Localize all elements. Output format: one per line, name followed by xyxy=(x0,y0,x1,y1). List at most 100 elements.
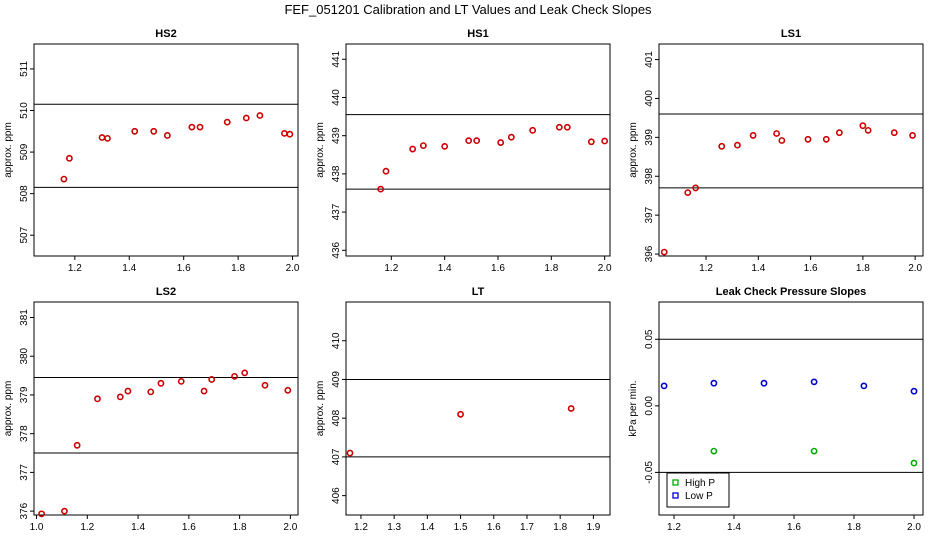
plot-frame xyxy=(658,43,924,257)
data-point-values xyxy=(286,130,294,138)
data-point-values xyxy=(601,137,609,145)
y-axis-label: kPa per min. xyxy=(628,380,639,436)
x-tick-label: 1.4 xyxy=(727,522,741,533)
y-axis-label: approx. ppm xyxy=(315,381,326,437)
data-point-values xyxy=(280,129,288,137)
page-title: FEF_051201 Calibration and LT Values and… xyxy=(284,2,652,17)
y-tick-label: 398 xyxy=(644,167,655,184)
y-tick-label: 507 xyxy=(19,226,30,243)
x-tick-label: 1.0 xyxy=(30,522,44,533)
panel-title: LT xyxy=(472,286,485,298)
data-point-values xyxy=(409,145,417,153)
data-point-values xyxy=(441,142,449,150)
data-point-values xyxy=(864,126,872,134)
y-tick-label: 437 xyxy=(331,203,342,220)
data-point-values xyxy=(131,127,139,135)
y-tick-label: 396 xyxy=(644,245,655,262)
x-tick-label: 2.0 xyxy=(598,263,612,274)
panel-hs1: HS1 approx. ppm 1.2 1.4 1.6 1.8 2.0 436 437 438 43… xyxy=(315,28,612,274)
data-point-values xyxy=(104,134,111,142)
panel-hs2: HS2 approx. ppm 1.2 1.4 1.6 1.8 2.0 507 508 509 51… xyxy=(3,28,300,274)
x-tick-label: 1.8 xyxy=(233,522,247,533)
x-tick-label: 1.7 xyxy=(520,522,534,533)
panel-title: LS2 xyxy=(156,286,176,298)
y-tick-label: 401 xyxy=(644,51,655,68)
x-tick-label: 1.4 xyxy=(122,263,136,274)
data-point-values xyxy=(241,369,249,377)
y-tick-label: 509 xyxy=(19,143,30,160)
panel-title: HS1 xyxy=(467,28,488,40)
data-point-values xyxy=(835,129,843,137)
data-point-values xyxy=(555,123,563,131)
panel-title: HS2 xyxy=(155,28,176,40)
x-tick-label: 2.0 xyxy=(908,263,922,274)
data-point-values xyxy=(65,154,73,162)
data-point-values xyxy=(749,132,757,139)
y-tick-label: 376 xyxy=(19,502,30,519)
x-tick-label: 1.2 xyxy=(80,522,94,533)
data-point-values xyxy=(377,185,385,193)
data-point-low-p xyxy=(860,382,868,390)
data-point-values xyxy=(718,142,726,150)
panel-leak-check-pressure-slopes: Leak Check Pressure Slopes kPa per min. 1.… xyxy=(628,286,924,533)
x-tick-label: 1.2 xyxy=(699,263,713,274)
data-point-values xyxy=(778,137,786,144)
plot-frame xyxy=(33,43,299,257)
data-point-values xyxy=(473,137,481,145)
x-tick-label: 1.4 xyxy=(751,263,765,274)
data-point-values xyxy=(147,388,155,396)
data-point-values xyxy=(890,129,898,137)
x-tick-label: 1.8 xyxy=(231,263,245,274)
data-point-values xyxy=(465,137,473,145)
x-tick-label: 1.8 xyxy=(856,263,870,274)
y-tick-label: 377 xyxy=(19,464,30,481)
legend-marker-low-p xyxy=(672,492,679,499)
y-axis-label: approx. ppm xyxy=(3,381,14,437)
y-tick-label: 379 xyxy=(19,386,30,403)
panel-ls2: LS2 approx. ppm 1.0 1.2 1.4 1.6 1.8 2.0 376 377 37… xyxy=(3,286,299,533)
data-point-values xyxy=(909,132,916,139)
y-tick-label: 381 xyxy=(19,309,30,326)
data-point-values xyxy=(660,248,668,256)
data-point-values xyxy=(200,387,208,395)
y-tick-label: 408 xyxy=(331,409,342,426)
data-point-values xyxy=(507,133,515,141)
data-point-low-p xyxy=(910,387,918,395)
legend-entry-high-p: High P xyxy=(685,478,715,489)
legend-marker-high-p xyxy=(672,479,679,486)
data-point-low-p xyxy=(710,379,718,387)
x-tick-label: 1.3 xyxy=(387,522,401,533)
y-tick-label: 399 xyxy=(644,129,655,146)
panel-title: Leak Check Pressure Slopes xyxy=(716,286,866,298)
x-tick-label: 1.8 xyxy=(544,263,558,274)
data-point-values xyxy=(734,141,741,149)
data-point-values xyxy=(163,132,171,139)
x-tick-label: 1.6 xyxy=(487,522,501,533)
data-point-values xyxy=(419,142,427,150)
x-tick-label: 1.4 xyxy=(420,522,434,533)
x-tick-label: 1.8 xyxy=(553,522,567,533)
y-tick-label: 441 xyxy=(331,50,342,67)
y-tick-label: 436 xyxy=(331,241,342,258)
data-point-values xyxy=(382,167,390,175)
data-point-values xyxy=(804,135,812,143)
data-point-values xyxy=(529,126,537,134)
data-point-values xyxy=(242,114,250,122)
x-tick-label: 2.0 xyxy=(283,522,297,533)
y-tick-label: 439 xyxy=(331,127,342,144)
x-tick-label: 1.6 xyxy=(491,263,505,274)
data-point-values xyxy=(859,122,867,130)
y-tick-label: 410 xyxy=(331,332,342,349)
data-point-values xyxy=(61,507,68,515)
data-point-low-p xyxy=(760,379,768,387)
y-axis-label: approx. ppm xyxy=(3,122,14,178)
data-point-low-p xyxy=(810,378,818,386)
data-point-values xyxy=(497,139,505,146)
x-tick-label: 1.4 xyxy=(131,522,145,533)
x-tick-label: 1.2 xyxy=(384,263,398,274)
y-tick-label: 511 xyxy=(19,61,30,77)
y-axis-label: approx. ppm xyxy=(628,122,639,178)
plot-frame xyxy=(345,301,611,516)
panel-lt: LT approx. ppm 1.2 1.3 1.4 1.5 1.6 1.7 1.8 1.9 406… xyxy=(315,286,611,533)
